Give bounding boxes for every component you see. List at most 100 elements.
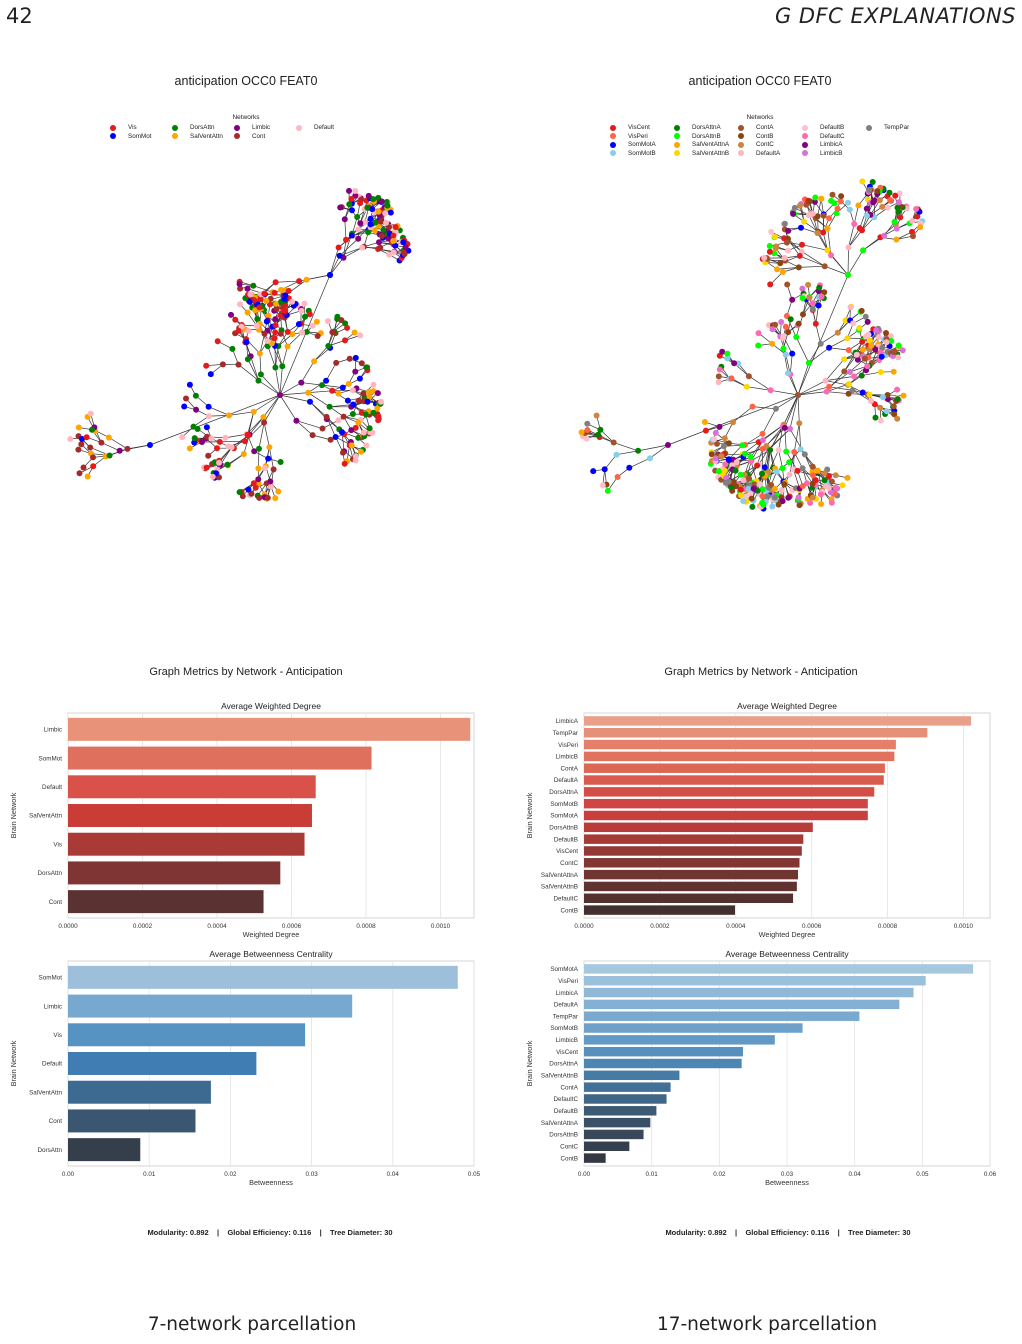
tree-node [801,218,807,225]
tree-node [817,491,824,498]
tree-node [346,187,352,194]
tree-node [747,454,754,460]
tree-node [818,501,825,507]
graph-title-17: anticipation OCC0 FEAT0 [688,74,832,88]
legend-item: TempPar [866,124,909,131]
bar [584,999,900,1010]
x-tick-label: 0.05 [916,1171,929,1178]
tree-node [844,474,851,481]
x-tick-label: 0.03 [781,1171,794,1178]
tree-node [826,473,832,480]
tree-node [787,316,794,323]
tree-node [742,450,749,457]
bar [68,965,458,989]
tree-node [351,329,358,336]
tree-node [702,427,709,434]
tree-node [799,241,805,248]
tree-node [837,198,844,205]
tree-node [759,486,766,493]
tree-node [601,466,608,473]
tree-node [737,486,744,493]
x-tick-label: 0.02 [713,1171,726,1178]
x-tick-label: 0.0000 [574,923,594,930]
tree-node [806,198,813,205]
x-tick-label: 0.0002 [650,923,670,930]
tree-node [208,435,215,442]
tree-node [721,435,728,442]
tree-node [733,459,740,466]
y-tick-label: Cont [49,899,63,906]
tree-node [235,361,242,368]
tree-node [781,254,788,261]
tree-node [116,447,123,454]
y-tick-label: Limbic [44,727,62,734]
legend-item: ContC [738,141,774,148]
y-tick-label: ContC [560,1143,578,1150]
tree-node [214,338,221,345]
bar [584,1082,671,1092]
legend-marker [234,133,240,139]
tree-node [261,290,268,297]
tree-node [90,454,96,461]
tree-node [851,221,858,227]
x-axis-label: Betweenness [249,1178,293,1187]
tree-node [364,398,371,405]
tree-node [845,390,852,397]
tree-node [613,451,620,458]
tree-node [854,356,861,363]
bar [584,716,972,726]
chart-title: Average Weighted Degree [221,701,321,711]
tree-node [791,449,798,455]
tree-node [377,218,384,225]
tree-node [255,476,262,483]
tree-node [846,206,853,213]
legend-label: SalVentAttnA [692,141,730,148]
tree-node [313,318,320,325]
tree-node [354,214,361,220]
tree-node [783,239,790,246]
tree-node [811,198,818,205]
tree-node [255,480,262,487]
tree-node [595,431,602,438]
tree-node [370,196,377,203]
tree-node [800,311,806,318]
y-tick-label: VisCent [556,848,578,855]
y-tick-label: LimbicB [556,754,578,761]
x-tick-label: 0.0006 [802,923,822,930]
tree-node [355,226,362,233]
legend-marker [234,124,240,131]
bar [68,832,305,856]
tree-node [348,196,355,202]
tree-node [851,373,857,380]
tree-node [855,202,862,209]
chart-title: Average Betweenness Centrality [209,949,333,959]
tree-node [863,212,870,219]
tree-node [809,463,816,470]
tree-node [868,342,875,349]
legend-item: DorsAttnB [674,133,721,140]
x-tick-label: 0.0008 [356,923,376,930]
tree-node [783,448,790,455]
tree-node [228,311,234,318]
tree-node [261,465,268,471]
tree-node [583,435,590,442]
tree-node [881,232,888,239]
tree-node [275,488,282,495]
bar [584,1141,630,1151]
tree-node [728,484,735,491]
tree-node [76,470,83,477]
tree-node [797,446,804,453]
legend-label: DorsAttnA [692,124,721,131]
legend-item: Vis [110,124,137,131]
tree-node [781,220,788,227]
tree-node [759,445,766,452]
tree-node [147,442,153,448]
tree-node [385,235,392,242]
bar [584,869,798,880]
tree-node [333,359,340,366]
tree-node [869,179,876,185]
tree-node [229,345,236,352]
tree-node [799,465,806,472]
tree-node [769,503,776,510]
tree-node [785,247,792,254]
